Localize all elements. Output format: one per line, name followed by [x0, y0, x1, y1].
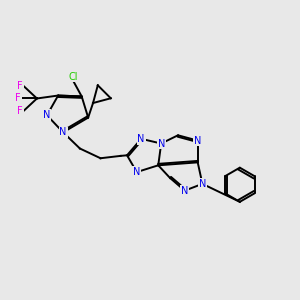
Text: N: N	[199, 179, 206, 189]
Text: F: F	[17, 106, 23, 116]
Text: F: F	[15, 94, 21, 103]
Text: N: N	[194, 136, 201, 146]
Text: N: N	[181, 186, 188, 196]
Text: N: N	[59, 127, 67, 137]
Text: N: N	[133, 167, 140, 177]
Text: F: F	[17, 81, 23, 91]
Text: Cl: Cl	[68, 72, 78, 82]
Text: N: N	[137, 134, 145, 144]
Text: N: N	[43, 110, 51, 120]
Text: N: N	[158, 139, 165, 148]
